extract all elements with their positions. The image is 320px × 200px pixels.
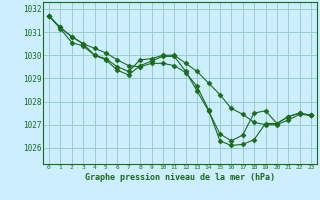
- X-axis label: Graphe pression niveau de la mer (hPa): Graphe pression niveau de la mer (hPa): [85, 173, 275, 182]
